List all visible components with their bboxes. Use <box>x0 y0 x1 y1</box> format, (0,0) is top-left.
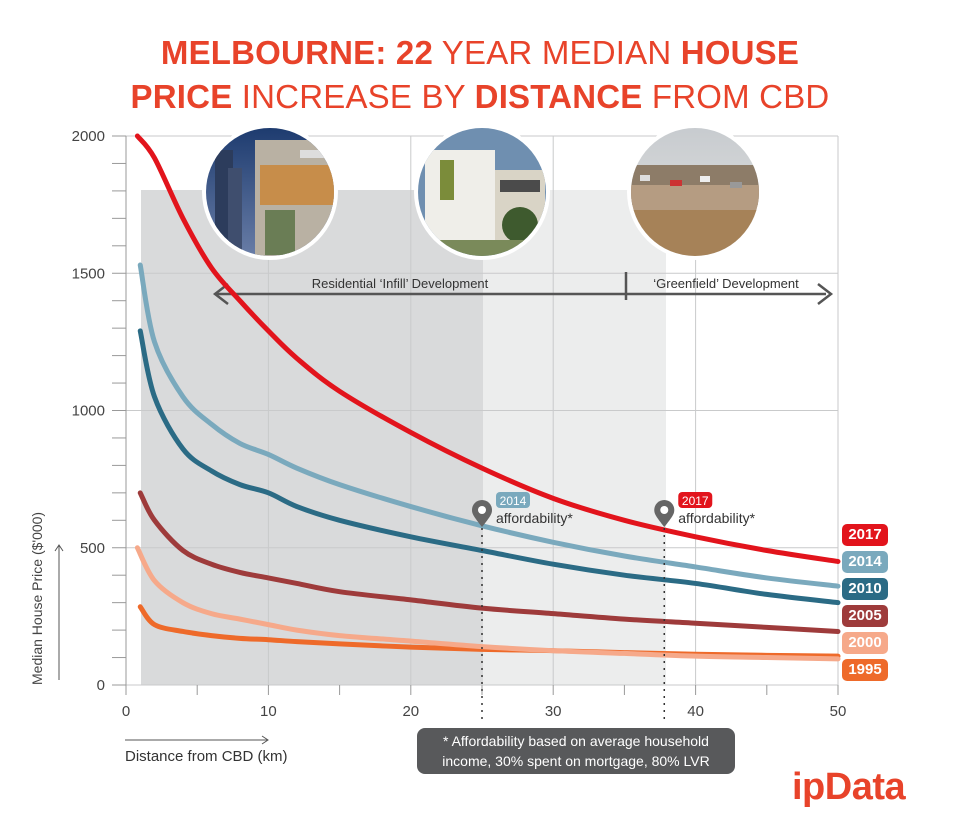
affordability-year-badge <box>496 492 530 508</box>
y-tick-label: 1500 <box>72 265 105 282</box>
y-tick-label: 500 <box>80 540 105 557</box>
x-tick-label: 20 <box>402 703 419 720</box>
series-line-2005 <box>137 490 841 634</box>
year-badge-2000: 2000 <box>842 632 888 654</box>
infill-zone-label: Residential ‘Infill’ Development <box>312 276 489 291</box>
series-line-2017 <box>134 133 841 564</box>
pin-hole <box>660 506 669 514</box>
townhouse-development-photo <box>414 124 550 260</box>
affordability-label: affordability* <box>678 510 755 526</box>
title-part: DISTANCE <box>474 78 643 115</box>
y-tick-label: 0 <box>97 677 105 694</box>
affordability-marker-2017: 2017 affordability* <box>654 492 756 722</box>
y-axis-label: Median House Price ($'000) <box>29 512 45 685</box>
x-axis-arrow <box>125 735 269 745</box>
y-axis-label-group: Median House Price ($'000) <box>29 512 64 685</box>
title-part: MELBOURNE: 22 <box>160 34 434 71</box>
y-tick-label: 2000 <box>72 128 105 145</box>
year-badge-2005: 2005 <box>842 605 888 627</box>
ipdata-logo: ipData <box>792 766 906 808</box>
year-badge-1995: 1995 <box>842 659 888 681</box>
year-badge-2017: 2017 <box>842 524 888 546</box>
chart-title-line-1: MELBOURNE: 22 YEAR MEDIAN HOUSE <box>0 34 960 72</box>
series-lines <box>134 133 841 662</box>
x-tick-label: 50 <box>830 703 847 720</box>
title-part: YEAR MEDIAN <box>441 34 672 71</box>
title-part: INCREASE BY <box>241 78 466 115</box>
title-part: HOUSE <box>680 34 800 71</box>
greenfield-suburb-photo <box>627 124 763 260</box>
footnote-line-1: * Affordability based on average househo… <box>443 733 709 749</box>
inner-city-apartments-photo <box>202 124 338 260</box>
affordability-footnote: * Affordability based on average househo… <box>417 728 735 774</box>
x-axis-label: Distance from CBD (km) <box>125 748 288 765</box>
pin-hole <box>478 506 486 514</box>
title-part: PRICE <box>130 78 233 115</box>
year-badge-2010: 2010 <box>842 578 888 600</box>
x-tick-label: 40 <box>687 703 704 720</box>
infill-zone-shade-inner <box>141 190 483 685</box>
affordability-year-text: 2017 <box>682 494 709 508</box>
year-badge-2014: 2014 <box>842 551 888 573</box>
affordability-marker-2014: 2014 affordability* <box>472 492 573 722</box>
series-line-2014 <box>137 262 841 589</box>
x-tick-label: 30 <box>545 703 562 720</box>
series-line-2000 <box>134 545 841 662</box>
y-tick-label: 1000 <box>72 403 105 420</box>
affordability-markers: 2014 affordability* 2017 affordability* <box>472 492 756 722</box>
footnote-line-2: income, 30% spent on mortgage, 80% LVR <box>442 753 710 769</box>
chart-title-line-2: PRICE INCREASE BY DISTANCE FROM CBD <box>0 78 960 116</box>
affordability-year-text: 2014 <box>500 494 527 508</box>
infill-zone-shade-outer <box>483 190 666 685</box>
affordability-year-badge <box>678 492 713 508</box>
greenfield-zone-label: ‘Greenfield’ Development <box>653 276 799 291</box>
series-line-2010 <box>137 328 841 606</box>
development-zone-arrows: Residential ‘Infill’ Development ‘Greenf… <box>212 272 834 305</box>
x-tick-label: 0 <box>122 703 130 720</box>
x-tick-label: 10 <box>260 703 277 720</box>
affordability-label: affordability* <box>496 510 573 526</box>
title-part: FROM CBD <box>651 78 830 115</box>
axis-ticks: 0 500 1000 1500 2000 0 10 20 30 40 50 <box>72 128 847 720</box>
